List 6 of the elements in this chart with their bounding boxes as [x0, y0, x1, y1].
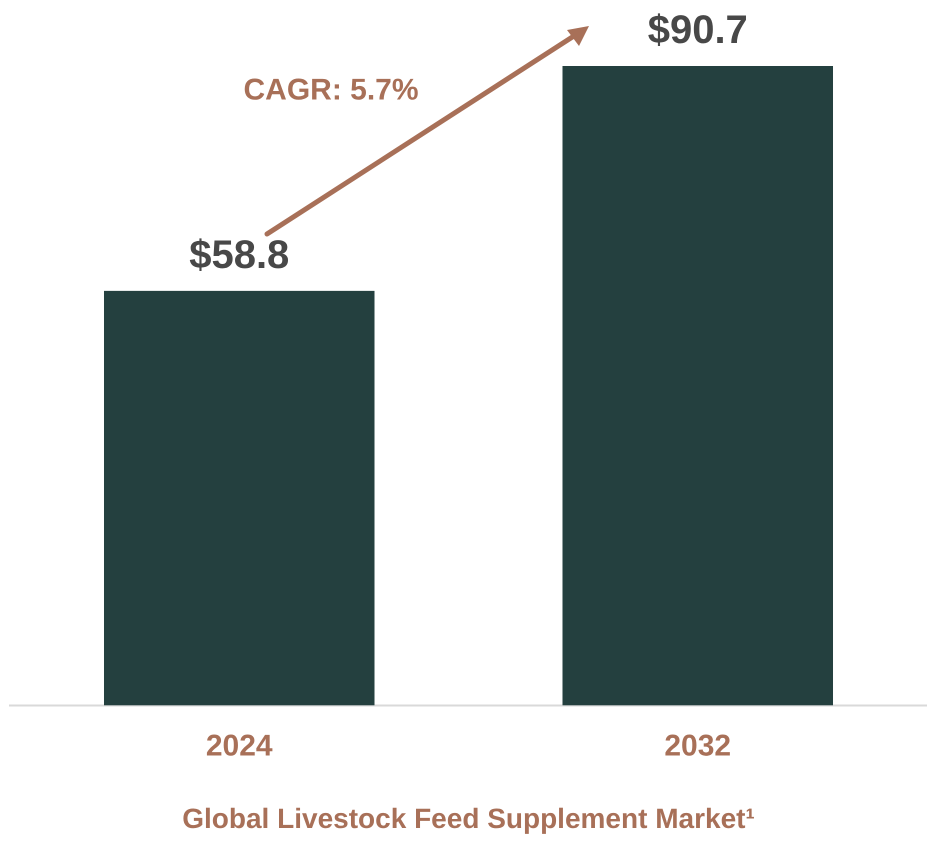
data-label: $90.7 — [648, 8, 748, 52]
x-tick-label: 2024 — [206, 730, 273, 763]
x-axis-title: Global Livestock Feed Supplement Market¹ — [182, 802, 755, 834]
annotation: CAGR: 5.7% — [243, 73, 419, 106]
data-label: $58.8 — [189, 232, 290, 277]
x-tick-label: 2032 — [664, 730, 732, 763]
